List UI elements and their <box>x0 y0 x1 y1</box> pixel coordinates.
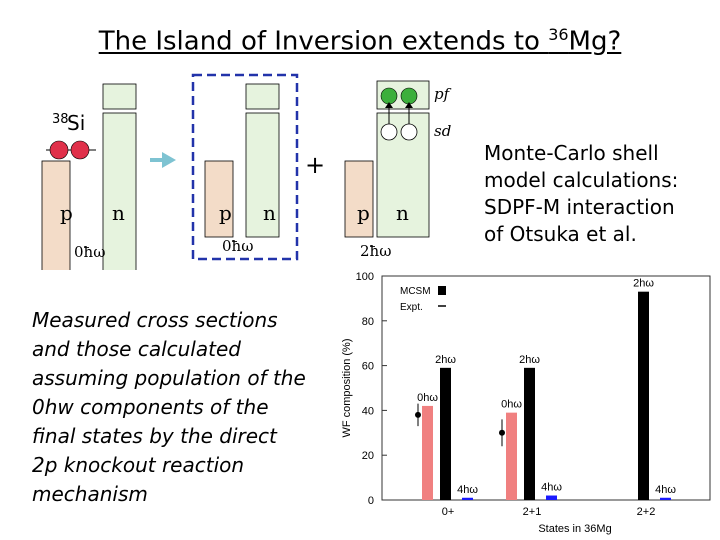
bar-0-2 <box>462 497 473 500</box>
bar-label: 2hω <box>435 354 456 366</box>
proton-box-3 <box>344 160 374 238</box>
y-tick-label: 100 <box>356 271 374 283</box>
n-label-3: n <box>396 201 409 225</box>
expt-point <box>415 411 421 418</box>
y-tick-label: 20 <box>362 450 374 462</box>
p-label-1: p <box>60 201 73 225</box>
neutron-upper-box-2 <box>245 83 280 110</box>
plus-sign: + <box>305 151 325 179</box>
legend-item: Expt. <box>400 302 423 313</box>
hw-label-3: 2ħω <box>360 242 391 260</box>
bar-label: 4hω <box>457 484 478 496</box>
y-tick-label: 80 <box>362 316 374 328</box>
neutron-pair-dot <box>380 87 398 105</box>
bar-0-0 <box>422 405 433 500</box>
bar-label: 4hω <box>541 482 562 494</box>
bar-label: 0hω <box>417 392 438 404</box>
bar-1-2 <box>546 495 557 500</box>
y-tick-label: 0 <box>368 495 374 507</box>
nucleus-mass: 38 <box>52 112 69 127</box>
category-label: 2+2 <box>637 506 656 518</box>
hole-dot <box>400 123 418 141</box>
proton-box-2 <box>204 160 234 238</box>
bar-label: 2hω <box>633 278 654 290</box>
hw-label-2: 0ħω <box>222 237 253 255</box>
pf-shell-label: pf <box>434 85 452 103</box>
bar-label: 4hω <box>655 484 676 496</box>
legend-item: MCSM <box>400 286 431 297</box>
proton-box-1 <box>41 160 71 270</box>
page-title: The Island of Inversion extends to 36Mg? <box>98 25 622 57</box>
y-tick-label: 40 <box>362 405 374 417</box>
expt-point <box>499 429 505 436</box>
level-scheme-diagram: 38 Si p n p n + p n pf sd 0ħω 0ħω 2ħω <box>41 73 452 270</box>
category-label: 2+1 <box>523 506 542 518</box>
hw-label-1: 0ħω <box>74 243 105 261</box>
p-label-3: p <box>357 201 370 225</box>
y-tick-label: 60 <box>362 361 374 373</box>
neutron-upper-box-1 <box>102 83 137 110</box>
wf-composition-chart: 0 20 40 60 80 100 WF composition (%) States in … <box>341 271 711 535</box>
model-description: Monte-Carlo shell model calculations: SD… <box>484 141 679 246</box>
bar-2-2 <box>660 497 671 500</box>
x-axis-label: States in 36Mg <box>538 523 611 535</box>
proton-pair-dot <box>49 140 69 160</box>
neutron-pair-dot <box>400 87 418 105</box>
neutron-box-2 <box>245 112 280 238</box>
n-label-2: n <box>263 201 276 225</box>
n-label-1: n <box>112 201 125 225</box>
hole-dot <box>380 123 398 141</box>
bar-label: 0hω <box>501 399 522 411</box>
p-label-2: p <box>219 201 232 225</box>
bar-2-1 <box>638 291 649 500</box>
arrow-icon <box>150 152 176 168</box>
y-axis-label: WF composition (%) <box>341 338 353 437</box>
bar-1-0 <box>506 412 517 500</box>
category-label: 0+ <box>442 506 455 518</box>
proton-pair-dot <box>70 140 90 160</box>
sd-shell-label: sd <box>434 122 451 140</box>
description-text: Measured cross sections and those calcul… <box>32 308 306 506</box>
dashed-selection-box <box>191 73 299 261</box>
legend-swatch <box>438 286 446 295</box>
nucleus-symbol: Si <box>67 111 85 135</box>
bar-label: 2hω <box>519 354 540 366</box>
neutron-box-1 <box>102 112 137 270</box>
bar-0-1 <box>440 367 451 500</box>
bar-1-1 <box>524 367 535 500</box>
